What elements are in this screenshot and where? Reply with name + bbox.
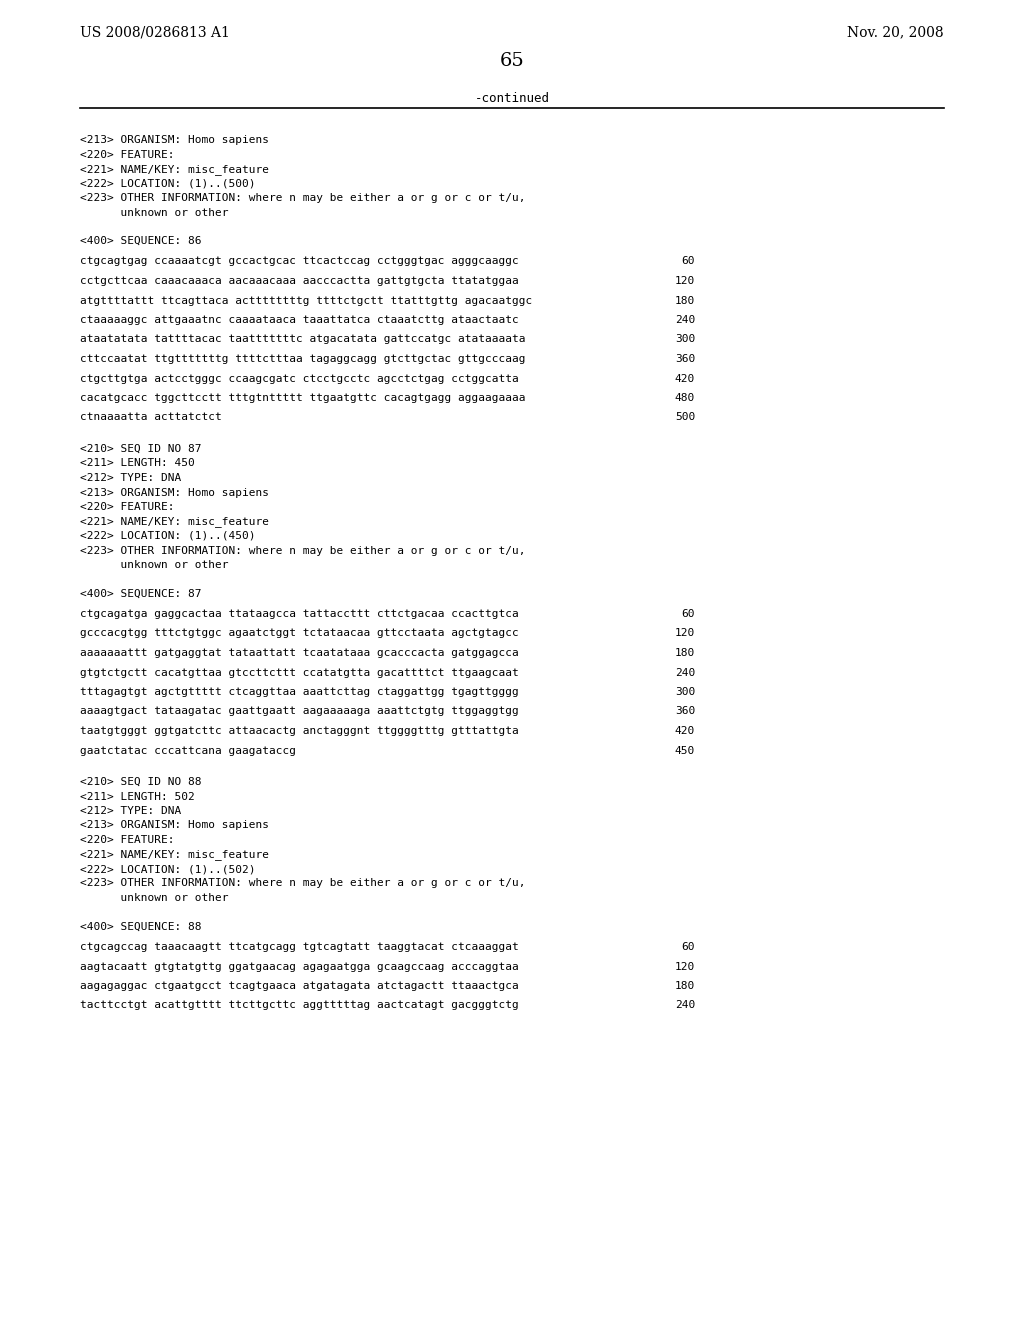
Text: <221> NAME/KEY: misc_feature: <221> NAME/KEY: misc_feature <box>80 164 269 176</box>
Text: 60: 60 <box>682 256 695 267</box>
Text: ctgcttgtga actcctgggc ccaagcgatc ctcctgcctc agcctctgag cctggcatta: ctgcttgtga actcctgggc ccaagcgatc ctcctgc… <box>80 374 519 384</box>
Text: 450: 450 <box>675 746 695 755</box>
Text: <210> SEQ ID NO 88: <210> SEQ ID NO 88 <box>80 777 202 787</box>
Text: <221> NAME/KEY: misc_feature: <221> NAME/KEY: misc_feature <box>80 850 269 861</box>
Text: <400> SEQUENCE: 87: <400> SEQUENCE: 87 <box>80 589 202 598</box>
Text: aaaagtgact tataagatac gaattgaatt aagaaaaaga aaattctgtg ttggaggtgg: aaaagtgact tataagatac gaattgaatt aagaaaa… <box>80 706 519 717</box>
Text: <400> SEQUENCE: 88: <400> SEQUENCE: 88 <box>80 921 202 932</box>
Text: 300: 300 <box>675 686 695 697</box>
Text: ctgcagatga gaggcactaa ttataagcca tattaccttt cttctgacaa ccacttgtca: ctgcagatga gaggcactaa ttataagcca tattacc… <box>80 609 519 619</box>
Text: 120: 120 <box>675 276 695 286</box>
Text: 65: 65 <box>500 51 524 70</box>
Text: <223> OTHER INFORMATION: where n may be either a or g or c or t/u,: <223> OTHER INFORMATION: where n may be … <box>80 545 525 556</box>
Text: 180: 180 <box>675 981 695 991</box>
Text: <220> FEATURE:: <220> FEATURE: <box>80 836 174 845</box>
Text: <222> LOCATION: (1)..(450): <222> LOCATION: (1)..(450) <box>80 531 256 541</box>
Text: tacttcctgt acattgtttt ttcttgcttc aggtttttag aactcatagt gacgggtctg: tacttcctgt acattgtttt ttcttgcttc aggtttt… <box>80 1001 519 1011</box>
Text: <211> LENGTH: 502: <211> LENGTH: 502 <box>80 792 195 801</box>
Text: gcccacgtgg tttctgtggc agaatctggt tctataacaa gttcctaata agctgtagcc: gcccacgtgg tttctgtggc agaatctggt tctataa… <box>80 628 519 639</box>
Text: <213> ORGANISM: Homo sapiens: <213> ORGANISM: Homo sapiens <box>80 821 269 830</box>
Text: <220> FEATURE:: <220> FEATURE: <box>80 502 174 512</box>
Text: <210> SEQ ID NO 87: <210> SEQ ID NO 87 <box>80 444 202 454</box>
Text: aagtacaatt gtgtatgttg ggatgaacag agagaatgga gcaagccaag acccaggtaa: aagtacaatt gtgtatgttg ggatgaacag agagaat… <box>80 961 519 972</box>
Text: tttagagtgt agctgttttt ctcaggttaa aaattcttag ctaggattgg tgagttgggg: tttagagtgt agctgttttt ctcaggttaa aaattct… <box>80 686 519 697</box>
Text: cttccaatat ttgtttttttg ttttctttaa tagaggcagg gtcttgctac gttgcccaag: cttccaatat ttgtttttttg ttttctttaa tagagg… <box>80 354 525 364</box>
Text: <223> OTHER INFORMATION: where n may be either a or g or c or t/u,: <223> OTHER INFORMATION: where n may be … <box>80 193 525 203</box>
Text: unknown or other: unknown or other <box>80 560 228 570</box>
Text: cctgcttcaa caaacaaaca aacaaacaaa aacccactta gattgtgcta ttatatggaa: cctgcttcaa caaacaaaca aacaaacaaa aacccac… <box>80 276 519 286</box>
Text: ctgcagccag taaacaagtt ttcatgcagg tgtcagtatt taaggtacat ctcaaaggat: ctgcagccag taaacaagtt ttcatgcagg tgtcagt… <box>80 942 519 952</box>
Text: 420: 420 <box>675 374 695 384</box>
Text: <222> LOCATION: (1)..(502): <222> LOCATION: (1)..(502) <box>80 865 256 874</box>
Text: aagagaggac ctgaatgcct tcagtgaaca atgatagata atctagactt ttaaactgca: aagagaggac ctgaatgcct tcagtgaaca atgatag… <box>80 981 519 991</box>
Text: taatgtgggt ggtgatcttc attaacactg anctagggnt ttggggtttg gtttattgta: taatgtgggt ggtgatcttc attaacactg anctagg… <box>80 726 519 737</box>
Text: 180: 180 <box>675 648 695 657</box>
Text: unknown or other: unknown or other <box>80 207 228 218</box>
Text: <221> NAME/KEY: misc_feature: <221> NAME/KEY: misc_feature <box>80 516 269 528</box>
Text: <223> OTHER INFORMATION: where n may be either a or g or c or t/u,: <223> OTHER INFORMATION: where n may be … <box>80 879 525 888</box>
Text: 240: 240 <box>675 315 695 325</box>
Text: aaaaaaattt gatgaggtat tataattatt tcaatataaa gcacccacta gatggagcca: aaaaaaattt gatgaggtat tataattatt tcaatat… <box>80 648 519 657</box>
Text: 240: 240 <box>675 668 695 677</box>
Text: <213> ORGANISM: Homo sapiens: <213> ORGANISM: Homo sapiens <box>80 135 269 145</box>
Text: gtgtctgctt cacatgttaa gtccttcttt ccatatgtta gacattttct ttgaagcaat: gtgtctgctt cacatgttaa gtccttcttt ccatatg… <box>80 668 519 677</box>
Text: -continued: -continued <box>474 92 550 106</box>
Text: unknown or other: unknown or other <box>80 894 228 903</box>
Text: ctnaaaatta acttatctct: ctnaaaatta acttatctct <box>80 412 222 422</box>
Text: cacatgcacc tggcttcctt tttgtnttttt ttgaatgttc cacagtgagg aggaagaaaa: cacatgcacc tggcttcctt tttgtnttttt ttgaat… <box>80 393 525 403</box>
Text: 180: 180 <box>675 296 695 305</box>
Text: 120: 120 <box>675 628 695 639</box>
Text: 120: 120 <box>675 961 695 972</box>
Text: US 2008/0286813 A1: US 2008/0286813 A1 <box>80 25 229 40</box>
Text: <212> TYPE: DNA: <212> TYPE: DNA <box>80 807 181 816</box>
Text: 480: 480 <box>675 393 695 403</box>
Text: 360: 360 <box>675 354 695 364</box>
Text: 360: 360 <box>675 706 695 717</box>
Text: <400> SEQUENCE: 86: <400> SEQUENCE: 86 <box>80 236 202 246</box>
Text: gaatctatac cccattcana gaagataccg: gaatctatac cccattcana gaagataccg <box>80 746 296 755</box>
Text: <222> LOCATION: (1)..(500): <222> LOCATION: (1)..(500) <box>80 178 256 189</box>
Text: 240: 240 <box>675 1001 695 1011</box>
Text: <211> LENGTH: 450: <211> LENGTH: 450 <box>80 458 195 469</box>
Text: 60: 60 <box>682 609 695 619</box>
Text: 420: 420 <box>675 726 695 737</box>
Text: <213> ORGANISM: Homo sapiens: <213> ORGANISM: Homo sapiens <box>80 487 269 498</box>
Text: <212> TYPE: DNA: <212> TYPE: DNA <box>80 473 181 483</box>
Text: 500: 500 <box>675 412 695 422</box>
Text: ctgcagtgag ccaaaatcgt gccactgcac ttcactccag cctgggtgac agggcaaggc: ctgcagtgag ccaaaatcgt gccactgcac ttcactc… <box>80 256 519 267</box>
Text: ataatatata tattttacac taatttttttc atgacatata gattccatgc atataaaata: ataatatata tattttacac taatttttttc atgaca… <box>80 334 525 345</box>
Text: ctaaaaaggc attgaaatnc caaaataaca taaattatca ctaaatcttg ataactaatc: ctaaaaaggc attgaaatnc caaaataaca taaatta… <box>80 315 519 325</box>
Text: 300: 300 <box>675 334 695 345</box>
Text: atgttttattt ttcagttaca acttttttttg ttttctgctt ttatttgttg agacaatggc: atgttttattt ttcagttaca acttttttttg ttttc… <box>80 296 532 305</box>
Text: 60: 60 <box>682 942 695 952</box>
Text: Nov. 20, 2008: Nov. 20, 2008 <box>848 25 944 40</box>
Text: <220> FEATURE:: <220> FEATURE: <box>80 149 174 160</box>
